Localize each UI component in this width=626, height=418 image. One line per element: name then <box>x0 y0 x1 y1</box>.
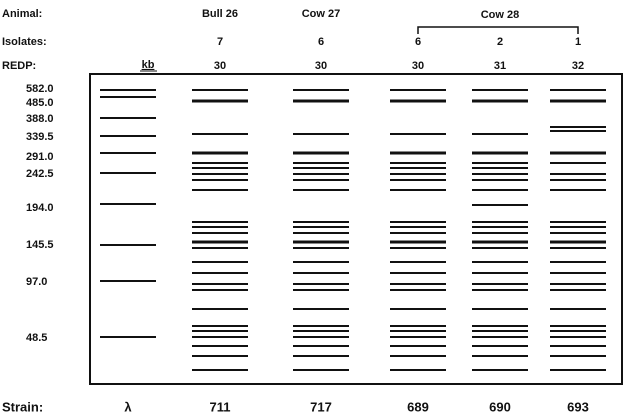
size-label: 242.5 <box>26 168 54 180</box>
size-label: 582.0 <box>26 83 54 95</box>
gel-frame <box>90 74 622 384</box>
redp-label: 30 <box>412 60 424 72</box>
strain-label: 690 <box>489 399 511 414</box>
strain-label: 693 <box>567 399 589 414</box>
redp-label: 30 <box>214 60 226 72</box>
strain-label: 711 <box>210 399 231 414</box>
redp-label: 30 <box>315 60 327 72</box>
animal-label: Bull 26 <box>202 8 238 20</box>
group-label: Cow 28 <box>481 9 520 21</box>
redp-label: 31 <box>494 60 506 72</box>
size-label: 194.0 <box>26 202 54 214</box>
size-label: 485.0 <box>26 97 54 109</box>
row-label: REDP: <box>2 60 36 72</box>
row-label: Isolates: <box>2 36 47 48</box>
size-label: 97.0 <box>26 276 47 288</box>
isolates-label: 7 <box>217 36 223 48</box>
size-label: 48.5 <box>26 332 47 344</box>
row-label: Strain: <box>2 399 43 414</box>
row-label: Animal: <box>2 8 42 20</box>
isolates-label: 6 <box>415 36 421 48</box>
size-label: 291.0 <box>26 151 54 163</box>
size-label: 339.5 <box>26 131 54 143</box>
strain-label: λ <box>124 399 132 414</box>
gel-figure: Animal: Isolates: REDP: Strain: kb Cow 2… <box>0 0 626 418</box>
group-bracket <box>418 27 578 34</box>
isolates-label: 2 <box>497 36 503 48</box>
strain-label: 717 <box>310 399 332 414</box>
strain-label: 689 <box>407 399 429 414</box>
size-label: 388.0 <box>26 113 54 125</box>
size-label: 145.5 <box>26 239 54 251</box>
animal-label: Cow 27 <box>302 8 341 20</box>
isolates-label: 1 <box>575 36 581 48</box>
isolates-label: 6 <box>318 36 324 48</box>
size-unit: kb <box>142 59 155 71</box>
redp-label: 32 <box>572 60 584 72</box>
